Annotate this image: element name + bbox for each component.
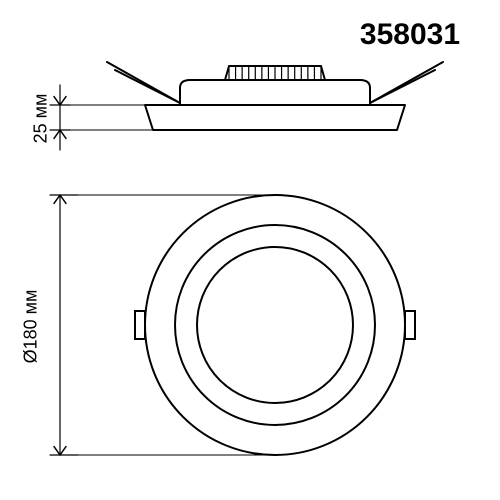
technical-drawing: 358031 25 мм Ø180 мм bbox=[0, 0, 500, 500]
drawing-svg bbox=[0, 0, 500, 500]
